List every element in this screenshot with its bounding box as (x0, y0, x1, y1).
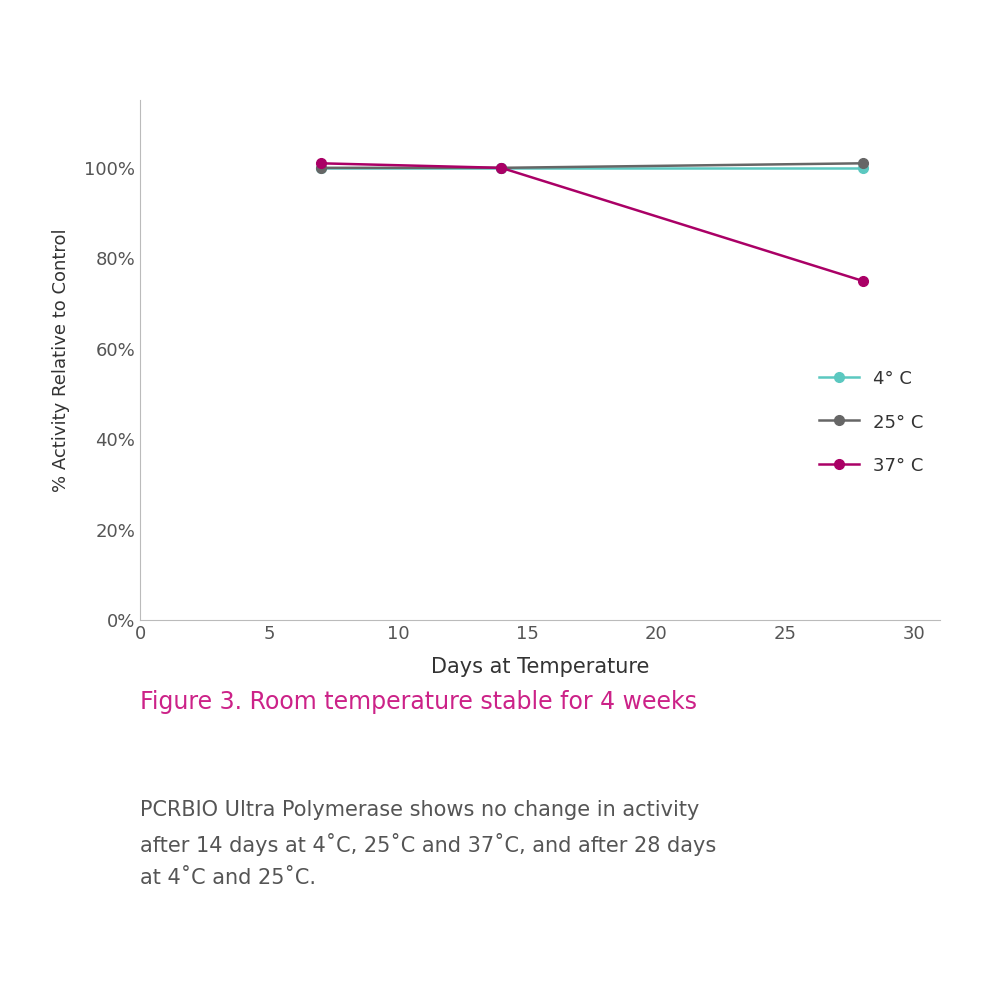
4° C (315, 162, 327, 174)
Text: Figure 3. Room temperature stable for 4 weeks: Figure 3. Room temperature stable for 4 … (140, 690, 697, 714)
25° C (857, 157, 869, 169)
Line: 4° C: 4° C (316, 163, 867, 173)
Line: 37° C: 37° C (316, 158, 867, 286)
37° C (315, 157, 327, 169)
X-axis label: Days at Temperature: Days at Temperature (431, 657, 649, 677)
Y-axis label: % Activity Relative to Control: % Activity Relative to Control (52, 228, 70, 492)
4° C (857, 162, 869, 174)
Line: 25° C: 25° C (316, 158, 867, 173)
37° C (857, 275, 869, 287)
Legend: 4° C, 25° C, 37° C: 4° C, 25° C, 37° C (812, 363, 931, 482)
25° C (315, 162, 327, 174)
25° C (495, 162, 507, 174)
4° C (495, 162, 507, 174)
37° C (495, 162, 507, 174)
Text: PCRBIO Ultra Polymerase shows no change in activity
after 14 days at 4˚C, 25˚C a: PCRBIO Ultra Polymerase shows no change … (140, 800, 716, 888)
